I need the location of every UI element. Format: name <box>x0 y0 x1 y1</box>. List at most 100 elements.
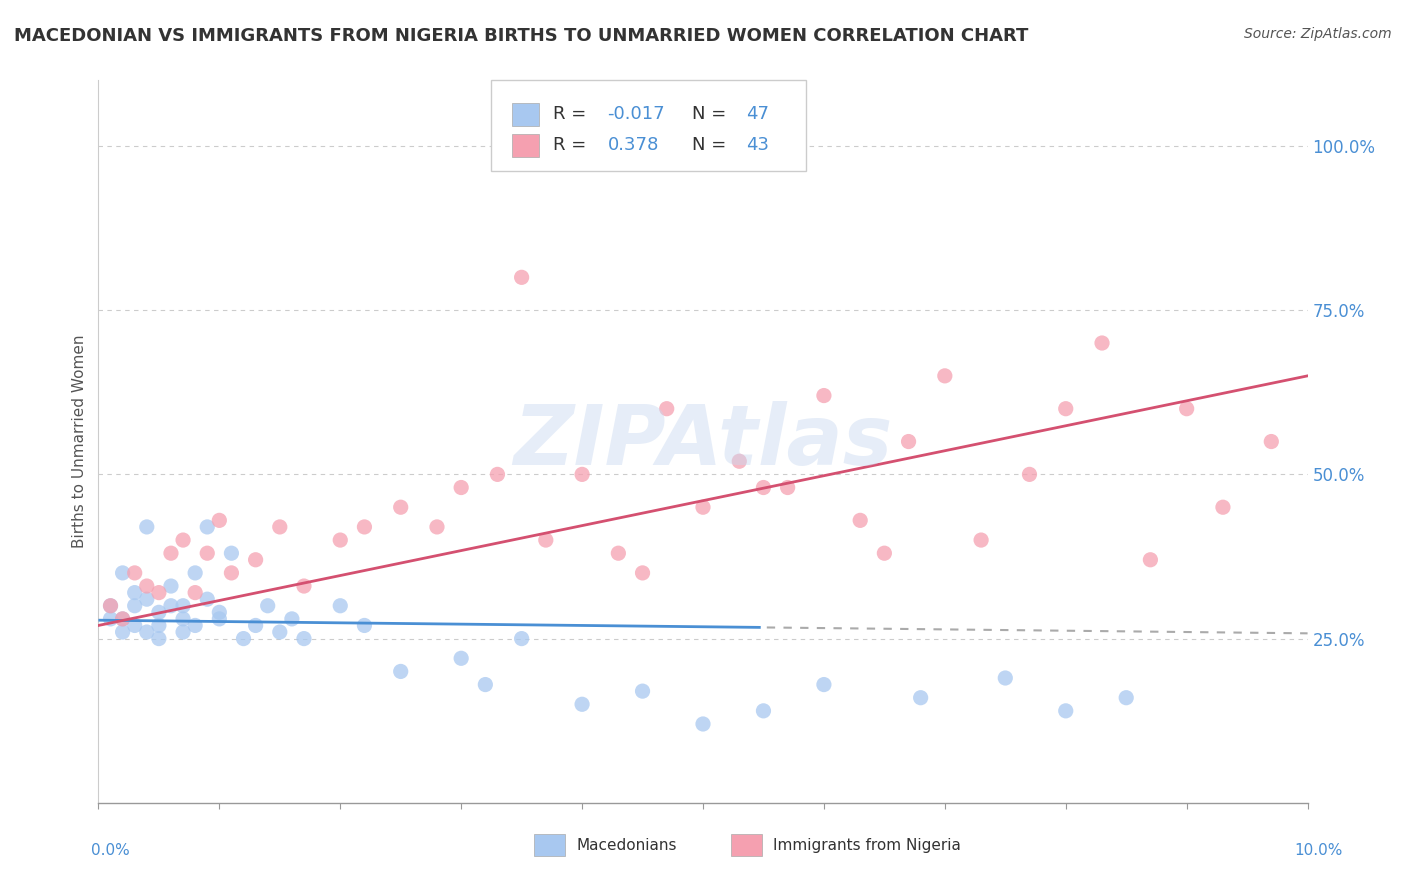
Point <box>195 592 218 607</box>
Point <box>510 270 533 285</box>
Point <box>450 651 472 665</box>
Point <box>160 599 183 613</box>
Point <box>571 698 593 712</box>
Point <box>111 612 134 626</box>
FancyBboxPatch shape <box>492 80 806 170</box>
Point <box>124 585 146 599</box>
Point <box>1115 690 1137 705</box>
Point <box>534 533 557 547</box>
Text: -0.017: -0.017 <box>607 105 665 123</box>
Point <box>100 599 122 613</box>
Point <box>111 612 134 626</box>
Point <box>172 599 194 613</box>
Point <box>184 618 207 632</box>
Point <box>571 467 593 482</box>
Point <box>292 579 315 593</box>
Point <box>728 454 751 468</box>
FancyBboxPatch shape <box>512 103 538 126</box>
Point <box>873 546 896 560</box>
Point <box>1260 434 1282 449</box>
Point <box>1175 401 1198 416</box>
Point <box>269 625 291 640</box>
Point <box>813 677 835 691</box>
Point <box>269 520 291 534</box>
Point <box>1091 336 1114 351</box>
Point <box>389 665 412 679</box>
Text: R =: R = <box>553 105 586 123</box>
Point <box>897 434 920 449</box>
Point <box>160 546 183 560</box>
Point <box>934 368 956 383</box>
Point <box>148 632 170 646</box>
Text: 47: 47 <box>747 105 769 123</box>
Point <box>135 520 157 534</box>
Text: MACEDONIAN VS IMMIGRANTS FROM NIGERIA BIRTHS TO UNMARRIED WOMEN CORRELATION CHAR: MACEDONIAN VS IMMIGRANTS FROM NIGERIA BI… <box>14 27 1028 45</box>
Point <box>148 618 170 632</box>
Point <box>195 546 218 560</box>
Point <box>148 605 170 619</box>
Point <box>245 618 267 632</box>
Text: 43: 43 <box>747 136 769 154</box>
Point <box>353 520 375 534</box>
Point <box>135 579 157 593</box>
Point <box>329 533 352 547</box>
Text: ZIPAtlas: ZIPAtlas <box>513 401 893 482</box>
Text: N =: N = <box>692 136 727 154</box>
Point <box>184 585 207 599</box>
Point <box>1139 553 1161 567</box>
Point <box>389 500 412 515</box>
Point <box>172 533 194 547</box>
Point <box>752 704 775 718</box>
Point <box>752 481 775 495</box>
Point <box>245 553 267 567</box>
Point <box>1212 500 1234 515</box>
Point <box>692 717 714 731</box>
Text: Immigrants from Nigeria: Immigrants from Nigeria <box>773 838 962 853</box>
Point <box>292 632 315 646</box>
Point <box>232 632 254 646</box>
Point <box>135 592 157 607</box>
Point <box>655 401 678 416</box>
Point <box>100 599 122 613</box>
Point <box>1018 467 1040 482</box>
Point <box>160 579 183 593</box>
Point <box>426 520 449 534</box>
Point <box>148 585 170 599</box>
Text: N =: N = <box>692 105 727 123</box>
Text: Macedonians: Macedonians <box>576 838 676 853</box>
Point <box>111 625 134 640</box>
Point <box>172 612 194 626</box>
Point <box>631 566 654 580</box>
Point <box>221 566 243 580</box>
Y-axis label: Births to Unmarried Women: Births to Unmarried Women <box>72 334 87 549</box>
Point <box>111 566 134 580</box>
Point <box>124 599 146 613</box>
Text: 10.0%: 10.0% <box>1295 843 1343 858</box>
Point <box>970 533 993 547</box>
Point <box>813 388 835 402</box>
Point <box>124 618 146 632</box>
Point <box>607 546 630 560</box>
Point <box>631 684 654 698</box>
Point <box>329 599 352 613</box>
Point <box>208 605 231 619</box>
Text: Source: ZipAtlas.com: Source: ZipAtlas.com <box>1244 27 1392 41</box>
Point <box>281 612 304 626</box>
Point <box>474 677 496 691</box>
Point <box>776 481 799 495</box>
Point <box>100 612 122 626</box>
Point <box>208 612 231 626</box>
FancyBboxPatch shape <box>512 134 538 157</box>
Point <box>1054 704 1077 718</box>
Point <box>124 566 146 580</box>
Point <box>135 625 157 640</box>
Point <box>910 690 932 705</box>
Point <box>510 632 533 646</box>
Point <box>994 671 1017 685</box>
Point <box>208 513 231 527</box>
Text: R =: R = <box>553 136 586 154</box>
Point <box>195 520 218 534</box>
Point <box>256 599 278 613</box>
Text: 0.0%: 0.0% <box>91 843 131 858</box>
Point <box>1054 401 1077 416</box>
